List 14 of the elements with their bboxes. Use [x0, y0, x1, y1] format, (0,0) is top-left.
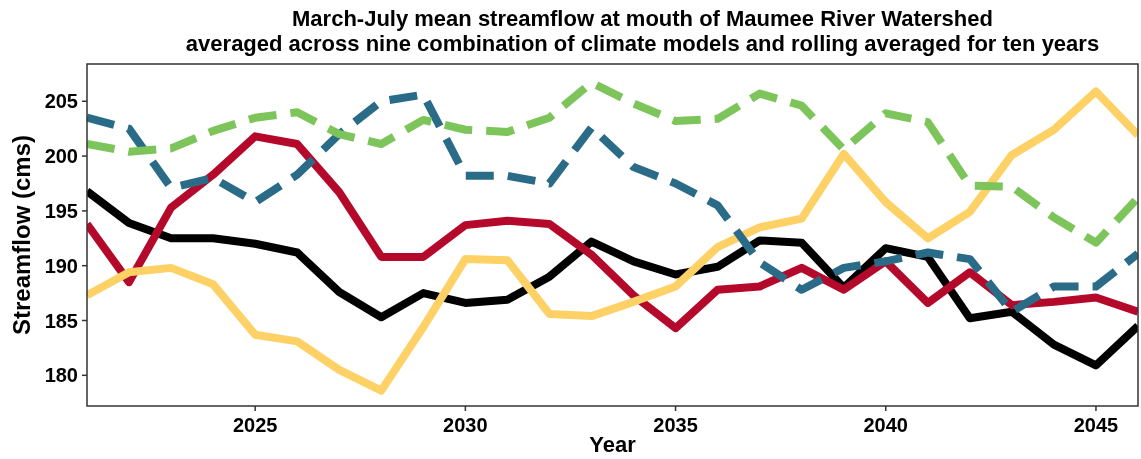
chart-title: March-July mean streamflow at mouth of Maumee River Watershed averaged across nine combination of climate models and rolling averaged for ten years: [185, 6, 1100, 56]
x-tick-label: 2030: [443, 414, 488, 436]
x-axis-title: Year: [589, 432, 637, 457]
y-axis-title: Streamflow (cms): [8, 134, 35, 336]
x-tick-label: 2045: [1073, 414, 1119, 436]
y-tick-label: 180: [44, 364, 78, 387]
y-tick-label: 190: [44, 254, 78, 277]
x-tick-label: 2025: [232, 414, 278, 436]
y-tick-label: 195: [44, 199, 78, 222]
y-tick-label: 185: [44, 309, 78, 332]
y-tick-label: 200: [44, 145, 78, 168]
x-tick-label: 2040: [863, 414, 909, 436]
x-tick-label: 2035: [653, 414, 698, 436]
y-tick-label: 205: [44, 90, 78, 113]
